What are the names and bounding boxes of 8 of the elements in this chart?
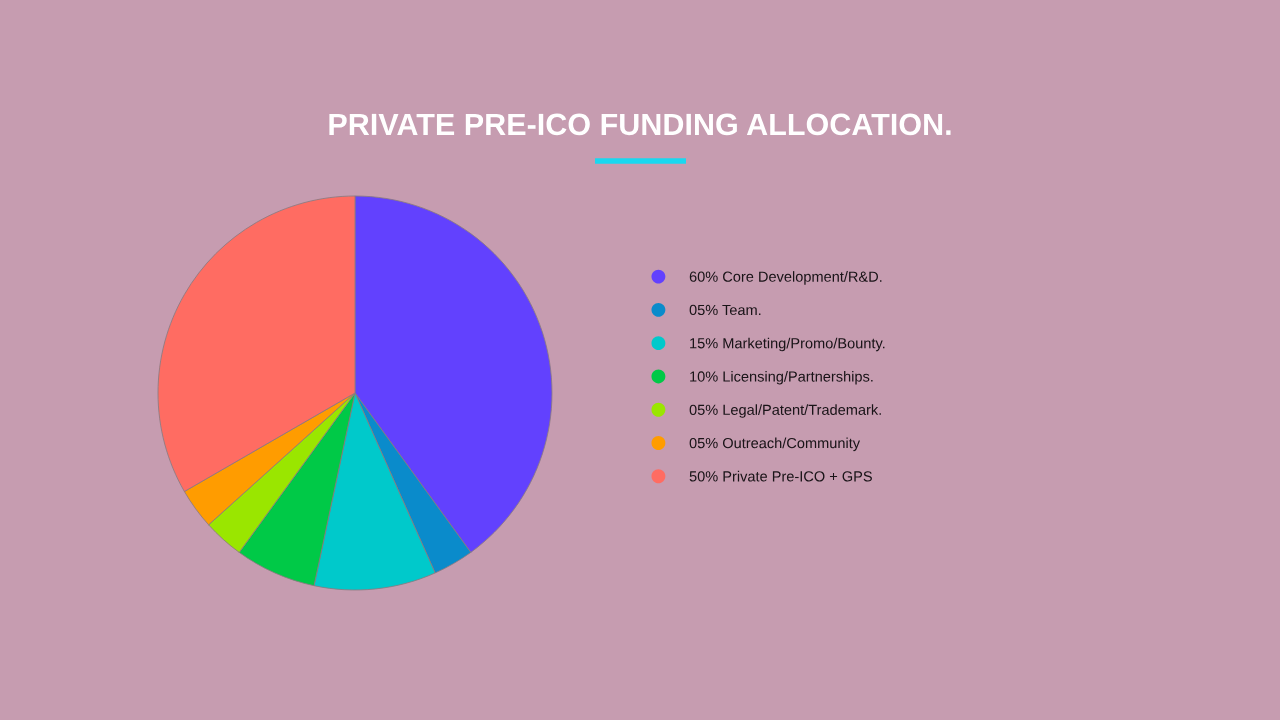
chart-title: PRIVATE PRE-ICO FUNDING ALLOCATION. [329, 113, 951, 136]
legend-label: 05% Legal/Patent/Trademark. [689, 404, 881, 418]
legend-label: 05% Team. [689, 304, 761, 316]
legend-label: 15% Marketing/Promo/Bounty. [690, 337, 885, 352]
legend-label: 60% Core Development/R&D. [689, 271, 882, 285]
legend-label: 10% Licensing/Partnerships. [690, 370, 873, 385]
legend-label: 05% Outreach/Community [689, 437, 861, 452]
legend-label: 50% Private Pre-ICO + GPS [689, 470, 872, 482]
